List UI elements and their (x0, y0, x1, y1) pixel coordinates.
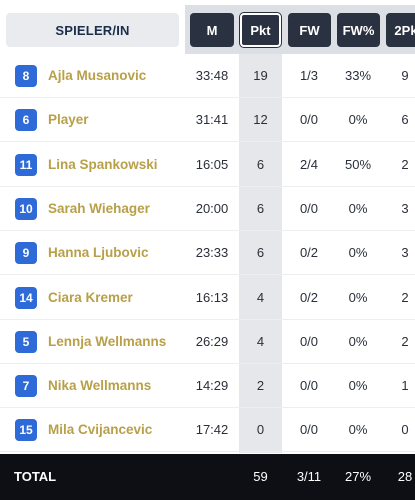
table-row[interactable]: 10 Sarah Wiehager 20:00 6 0/0 0% 3 (0, 187, 415, 231)
table-row[interactable]: 9 Hanna Ljubovic 23:33 6 0/2 0% 3 (0, 231, 415, 276)
table-row[interactable]: 5 Lennja Wellmanns 26:29 4 0/0 0% 2 (0, 320, 415, 364)
free-throw-pct-cell: 33% (344, 68, 372, 83)
free-throw-pct-cell: 0% (348, 422, 368, 438)
table-row[interactable]: 8 Ajla Musanovic 33:48 19 1/3 33% 9 (0, 54, 415, 98)
table-row[interactable]: 14 Ciara Kremer 16:13 4 0/2 0% 2 (0, 276, 415, 320)
free-throw-pct-cell: 0% (348, 289, 368, 305)
points-cell: 6 (256, 245, 265, 261)
free-throws-cell: 0/2 (299, 245, 319, 261)
column-header-free-throw-pct[interactable]: FW% (337, 13, 380, 47)
column-header-two-pointers[interactable]: 2Pk (386, 13, 415, 47)
player-name-link[interactable]: Mila Cvijancevic (48, 422, 153, 438)
jersey-number-badge: 8 (15, 65, 37, 87)
player-column-header[interactable]: SPIELER/IN (6, 13, 179, 47)
table-row[interactable]: 11 Lina Spankowski 16:05 6 2/4 50% 2 (0, 143, 415, 187)
minutes-cell: 33:48 (195, 68, 229, 83)
table-row[interactable]: 7 Nika Wellmanns 14:29 2 0/0 0% 1 (0, 364, 415, 409)
free-throws-cell: 0/0 (299, 333, 319, 349)
jersey-number-badge: 6 (15, 109, 37, 132)
total-row: TOTAL 59 3/11 27% 28 (0, 454, 415, 500)
points-cell: 4 (256, 333, 265, 349)
table-header: SPIELER/IN M Pkt FW FW% 2Pk (0, 0, 415, 54)
jersey-number-badge: 11 (15, 153, 37, 176)
free-throw-pct-cell: 0% (348, 112, 368, 128)
two-pointers-cell: 1 (401, 378, 409, 394)
total-label: TOTAL (14, 469, 57, 484)
player-name-link[interactable]: Player (48, 112, 89, 128)
jersey-number-badge: 10 (15, 197, 37, 220)
free-throw-pct-cell: 0% (348, 333, 368, 349)
minutes-cell: 16:13 (195, 289, 229, 305)
player-name-link[interactable]: Lina Spankowski (48, 156, 158, 172)
player-name-link[interactable]: Sarah Wiehager (48, 200, 150, 216)
free-throw-pct-cell: 50% (344, 156, 372, 172)
player-name-link[interactable]: Hanna Ljubovic (48, 245, 149, 261)
player-name-link[interactable]: Nika Wellmanns (48, 378, 152, 394)
free-throw-pct-cell: 0% (348, 245, 368, 261)
player-name-link[interactable]: Ajla Musanovic (48, 68, 147, 83)
points-cell: 19 (253, 68, 268, 83)
points-cell: 12 (253, 112, 268, 128)
column-header-points[interactable]: Pkt (240, 13, 281, 47)
table-row[interactable]: 6 Player 31:41 12 0/0 0% 6 (0, 98, 415, 143)
points-cell: 0 (256, 422, 265, 438)
jersey-number-badge: 14 (15, 286, 37, 309)
minutes-cell: 17:42 (195, 422, 229, 438)
free-throw-pct-cell: 0% (348, 200, 368, 216)
two-pointers-cell: 9 (401, 68, 409, 83)
jersey-number-badge: 9 (15, 242, 37, 265)
free-throws-cell: 0/0 (299, 378, 319, 394)
points-column-highlight (239, 54, 282, 453)
points-cell: 6 (256, 156, 265, 172)
minutes-cell: 26:29 (195, 333, 229, 349)
column-header-minutes[interactable]: M (190, 13, 234, 47)
free-throw-pct-cell: 0% (348, 378, 368, 394)
two-pointers-cell: 3 (401, 245, 409, 261)
points-cell: 2 (256, 378, 265, 394)
total-free-throw-pct: 27% (344, 469, 372, 484)
free-throws-cell: 1/3 (299, 68, 319, 83)
player-name-link[interactable]: Lennja Wellmanns (48, 333, 167, 349)
free-throws-cell: 2/4 (299, 156, 319, 172)
two-pointers-cell: 2 (401, 333, 409, 349)
total-points: 59 (253, 469, 268, 484)
two-pointers-cell: 2 (401, 156, 409, 172)
points-cell: 6 (256, 200, 265, 216)
two-pointers-cell: 3 (401, 200, 409, 216)
minutes-cell: 20:00 (195, 200, 229, 216)
total-two-pointers: 28 (397, 469, 413, 484)
points-cell: 4 (256, 289, 265, 305)
total-free-throws: 3/11 (296, 469, 322, 484)
column-header-free-throws[interactable]: FW (288, 13, 331, 47)
minutes-cell: 14:29 (195, 378, 229, 394)
two-pointers-cell: 2 (401, 289, 409, 305)
two-pointers-cell: 6 (401, 112, 409, 128)
minutes-cell: 16:05 (195, 156, 229, 172)
minutes-cell: 23:33 (195, 245, 229, 261)
free-throws-cell: 0/2 (299, 289, 319, 305)
minutes-cell: 31:41 (195, 112, 229, 128)
two-pointers-cell: 0 (401, 422, 409, 438)
jersey-number-badge: 7 (15, 375, 37, 398)
jersey-number-badge: 5 (15, 330, 37, 353)
player-name-link[interactable]: Ciara Kremer (48, 289, 133, 305)
free-throws-cell: 0/0 (299, 200, 319, 216)
table-row[interactable]: 15 Mila Cvijancevic 17:42 0 0/0 0% 0 (0, 408, 415, 453)
free-throws-cell: 0/0 (299, 422, 319, 438)
jersey-number-badge: 15 (15, 419, 37, 442)
free-throws-cell: 0/0 (299, 112, 319, 128)
